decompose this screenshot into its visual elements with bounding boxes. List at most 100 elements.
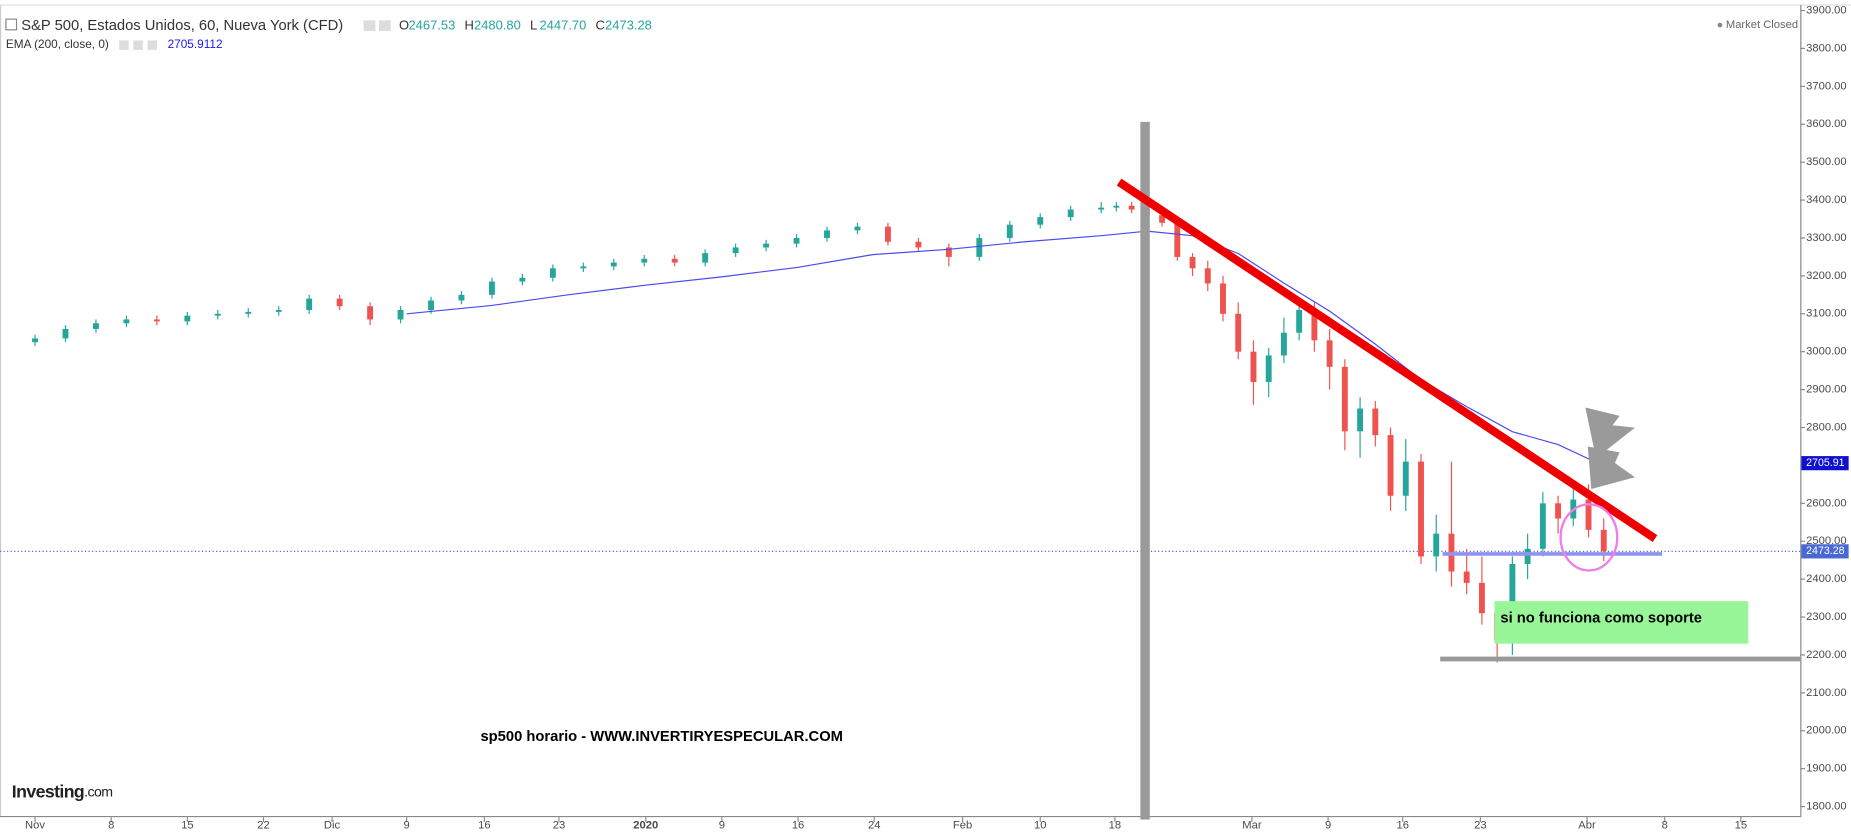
x-tick-label: 16 [792,819,804,831]
y-tick-label: 2500.00 [1806,535,1847,547]
candle-body [1539,503,1546,549]
candle-body [32,338,38,343]
candle-body [1220,283,1226,314]
candle-body [458,294,465,301]
ohlc-label: C [596,18,605,33]
ema-name: EMA (200, close, 0) [6,37,109,51]
candle-body [1265,355,1272,383]
candle-body [1585,499,1592,530]
candle-body [1555,503,1562,519]
x-tick-label: 15 [181,819,193,831]
candle-body [610,262,617,267]
trend-line [1116,178,1658,543]
candle-body [1006,224,1013,238]
candle-body [1128,205,1135,210]
x-tick-label: 16 [1396,819,1408,831]
candle-body [1189,256,1196,269]
candle-body [945,247,952,257]
candle-body [1113,205,1120,208]
candle-body [793,237,800,244]
y-tick-label: 3900.00 [1806,4,1847,16]
status-dot [1717,22,1723,28]
y-tick-label: 3700.00 [1806,80,1847,92]
x-tick-label: Dic [324,819,341,831]
candle-body [1402,461,1409,496]
market-status: Market Closed [1726,19,1798,31]
icon[interactable] [147,40,158,50]
x-tick-label: 23 [553,819,565,831]
y-tick-label: 3400.00 [1806,194,1847,206]
watermark: sp500 horario - WWW.INVERTIRYESPECULAR.C… [480,729,843,745]
y-tick-label: 3600.00 [1806,118,1847,130]
y-tick-label: 2400.00 [1806,573,1847,585]
y-tick-label: 2800.00 [1806,421,1847,433]
ohlc-label: O [399,18,409,33]
candle-body [1037,217,1044,225]
candle-body [1250,351,1257,383]
y-tick-label: 2200.00 [1806,649,1847,661]
logo: Investing.com [12,781,113,801]
ohlc-value: 2480.80 [474,18,521,33]
candle-body [1387,435,1394,496]
x-tick-label: 9 [1325,819,1331,831]
candle-body [245,311,252,314]
candle-body [519,277,526,282]
icon[interactable] [378,20,391,31]
candle-body [1524,548,1531,564]
candle-body [62,328,69,339]
y-tick-label: 3300.00 [1806,232,1847,244]
x-tick-label: 22 [257,819,269,831]
ema-value: 2705.9112 [168,37,223,51]
collapse-icon[interactable] [5,18,18,31]
icon[interactable] [363,20,376,31]
candle-body [641,258,648,263]
candle-body [1280,332,1287,356]
logo-suffix: .com [84,784,112,800]
x-tick-label: 23 [1474,819,1486,831]
candle-body [488,281,495,295]
ohlc-label: L [530,18,537,33]
price-tag-label: 2705.91 [1806,457,1844,469]
candle-body [702,253,709,263]
x-tick-label: Feb [953,819,972,831]
chart-title: S&P 500, Estados Unidos, 60, Nueva York … [21,18,343,34]
ohlc-value: 2467.53 [408,18,455,33]
candle-body [1159,215,1166,223]
highlight-ellipse [1559,503,1619,572]
x-tick-label: 18 [1109,819,1121,831]
y-tick-label: 1900.00 [1806,763,1847,775]
candle-body [153,319,160,322]
x-tick-label: Nov [25,819,45,831]
candle-body [1433,533,1440,557]
candle-body [854,226,861,231]
icon[interactable] [119,40,129,50]
candle-body [428,300,434,310]
x-tick-label: 10 [1034,819,1046,831]
candle-body [123,319,130,324]
candle-body [549,268,556,278]
y-tick-label: 2600.00 [1806,497,1847,509]
candle-body [976,237,983,257]
candle-body [671,258,678,263]
candle-body [1478,582,1485,614]
x-tick-label: 2020 [633,819,658,831]
y-tick-label: 3000.00 [1806,346,1847,358]
price-tag-label: 2473.28 [1806,545,1844,557]
candle-body [1418,461,1424,557]
candle-body [1341,366,1348,432]
y-tick-label: 2300.00 [1806,611,1847,623]
ohlc-label: H [465,18,474,33]
icon[interactable] [133,40,143,50]
candle-body [367,306,374,320]
y-tick-label: 2000.00 [1806,725,1847,737]
x-tick-label: Abr [1578,819,1596,831]
x-tick-label: 8 [1662,819,1668,831]
candle-body [915,241,922,248]
candle-body [1235,313,1242,352]
candle-body [1204,268,1211,284]
candle-body [1326,340,1333,367]
ohlc-value: 2447.70 [539,18,586,33]
candle-body [1357,408,1364,432]
